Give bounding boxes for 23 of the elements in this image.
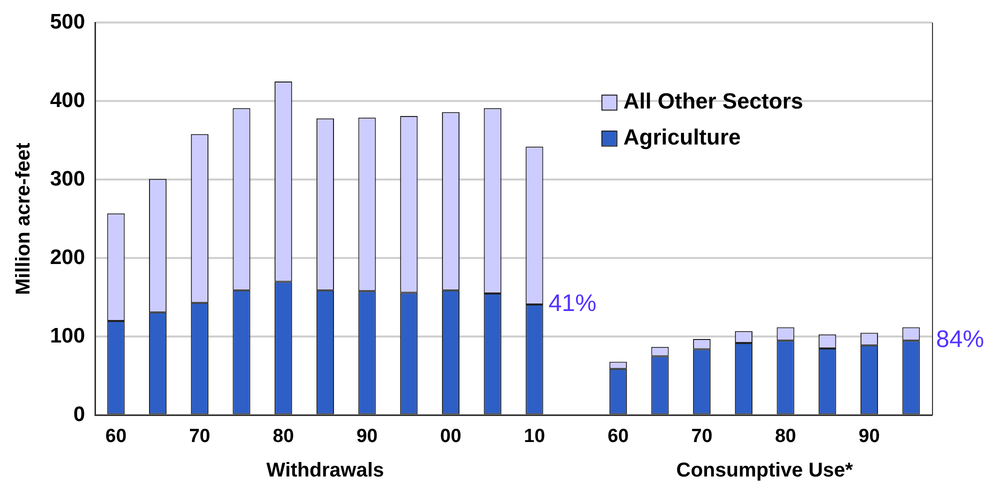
y-tick-label: 500 xyxy=(50,10,86,34)
x-tick-label: 90 xyxy=(356,426,378,447)
y-tick-label: 100 xyxy=(50,324,86,348)
text: 84% xyxy=(936,326,984,354)
legend-label: Agriculture xyxy=(623,124,741,150)
y-axis-title: Million acre-feet xyxy=(12,142,35,296)
x-tick-label: 80 xyxy=(272,426,294,447)
y-tick-label: 0 xyxy=(73,402,86,426)
x-tick-label: 70 xyxy=(189,426,210,447)
legend-label: All Other Sectors xyxy=(623,88,804,114)
x-tick-label: 00 xyxy=(440,426,462,447)
text: Withdrawals xyxy=(266,460,384,482)
y-tick-label: 200 xyxy=(50,246,86,269)
y-tick-label: 300 xyxy=(50,167,86,190)
x-tick-label: 60 xyxy=(105,426,127,447)
text: Consumptive Use* xyxy=(676,460,854,482)
x-tick-label: 90 xyxy=(858,426,880,447)
x-tick-label: 10 xyxy=(524,426,546,447)
x-tick-label: 60 xyxy=(608,426,629,447)
annotation: 41% xyxy=(548,290,596,318)
y-tick-label: 400 xyxy=(50,88,86,112)
x-tick-label: 70 xyxy=(691,426,712,447)
x-tick-label: 80 xyxy=(774,426,796,447)
